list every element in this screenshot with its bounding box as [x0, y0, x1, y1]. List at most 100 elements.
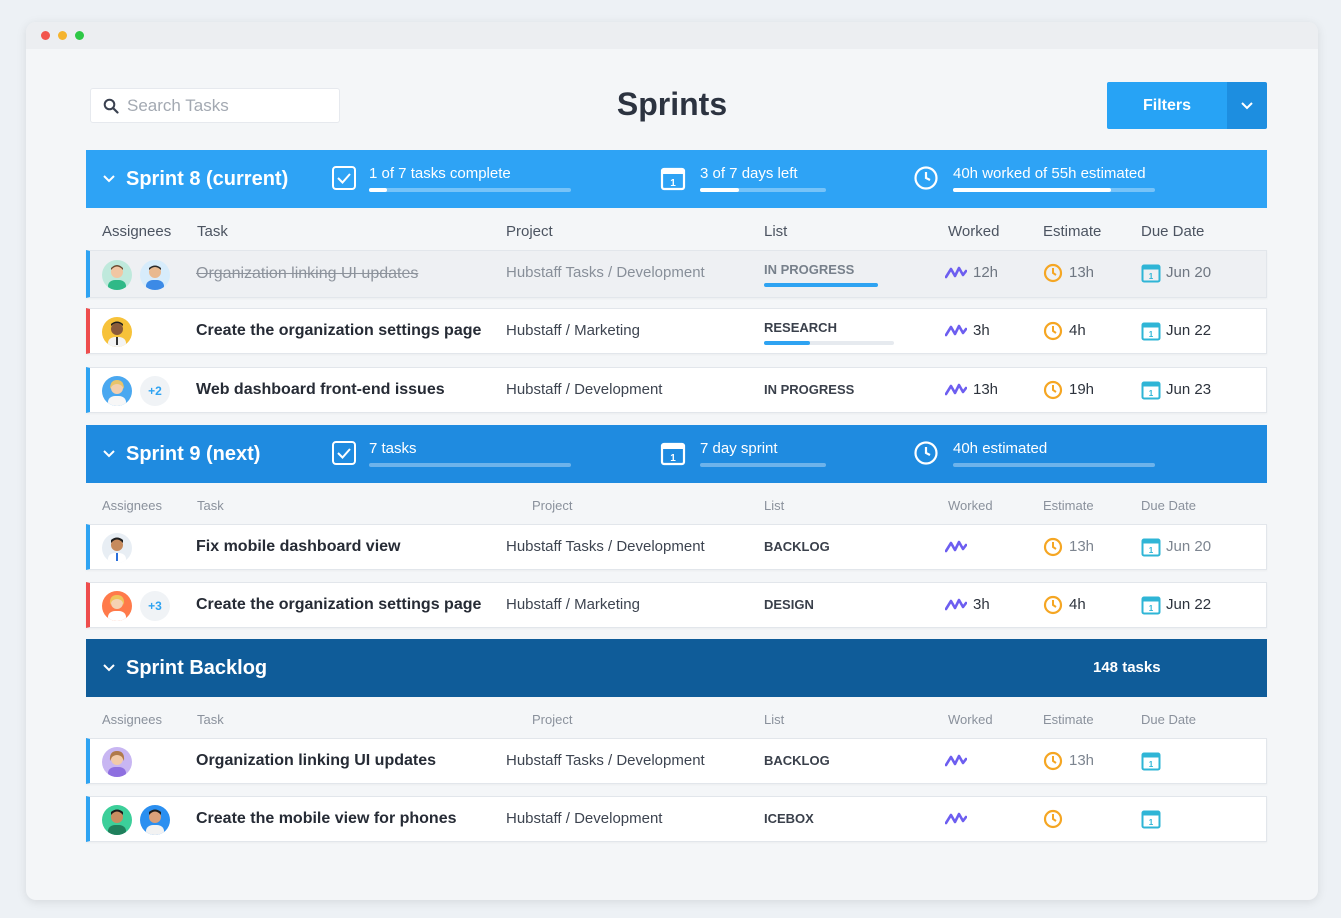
close-window-icon[interactable] — [41, 31, 50, 40]
task-list[interactable]: IN PROGRESS — [764, 382, 855, 397]
checkbox-icon — [332, 441, 356, 465]
task-list[interactable]: BACKLOG — [764, 539, 830, 554]
backlog-task-count: 148 tasks — [1093, 659, 1161, 676]
col-assignees: Assignees — [102, 712, 162, 727]
col-task[interactable]: Task — [197, 498, 224, 513]
sprint-tasks-progress — [369, 188, 571, 192]
task-name[interactable]: Organization linking UI updates — [196, 752, 437, 769]
checkbox-icon — [332, 166, 356, 190]
task-name[interactable]: Create the organization settings page — [196, 596, 482, 613]
col-estimate[interactable]: Estimate — [1043, 223, 1102, 240]
sprint-header-sprint-8[interactable]: Sprint 8 (current) 1 of 7 tasks complete… — [86, 150, 1267, 208]
minimize-window-icon[interactable] — [58, 31, 67, 40]
chevron-down-icon[interactable] — [102, 172, 116, 186]
search-input[interactable] — [127, 95, 327, 116]
task-list[interactable]: RESEARCH — [764, 320, 837, 335]
task-list[interactable]: ICEBOX — [764, 811, 814, 826]
task-estimate: 4h — [1069, 596, 1086, 613]
task-list[interactable]: IN PROGRESS — [764, 262, 855, 277]
task-due-date[interactable]: Jun 22 — [1166, 596, 1212, 613]
task-due-date[interactable]: Jun 22 — [1166, 322, 1212, 339]
task-name[interactable]: Organization linking UI updates — [196, 265, 419, 282]
col-estimate[interactable]: Estimate — [1043, 498, 1094, 513]
sprint-header-backlog[interactable]: Sprint Backlog 148 tasks — [86, 639, 1267, 697]
column-headers: Assignees Task Project List Worked Estim… — [86, 699, 1267, 739]
maximize-window-icon[interactable] — [75, 31, 84, 40]
avatar[interactable] — [140, 260, 170, 290]
col-due-date[interactable]: Due Date — [1141, 223, 1205, 240]
activity-icon — [945, 754, 967, 767]
page-title: Sprints — [616, 86, 728, 122]
task-due-date[interactable]: Jun 20 — [1166, 538, 1212, 555]
calendar-icon: 1 — [660, 167, 686, 191]
avatar[interactable] — [102, 376, 132, 406]
progress-fill — [700, 188, 740, 192]
search-icon — [103, 98, 119, 114]
table-row[interactable]: Organization linking UI updates Hubstaff… — [86, 250, 1267, 298]
task-list[interactable]: DESIGN — [764, 597, 814, 612]
col-due-date[interactable]: Due Date — [1141, 712, 1196, 727]
col-due-date[interactable]: Due Date — [1141, 498, 1196, 513]
col-worked[interactable]: Worked — [948, 712, 993, 727]
more-assignees-badge[interactable]: +2 — [140, 376, 170, 406]
col-project[interactable]: Project — [532, 498, 573, 513]
task-name[interactable]: Web dashboard front-end issues — [196, 381, 445, 398]
col-worked[interactable]: Worked — [948, 223, 1000, 240]
col-estimate[interactable]: Estimate — [1043, 712, 1094, 727]
task-due-date[interactable]: Jun 20 — [1166, 264, 1212, 281]
avatar[interactable] — [102, 317, 132, 347]
table-row[interactable]: +3 Create the organization settings page… — [86, 582, 1267, 628]
more-assignees-badge[interactable]: +3 — [140, 591, 170, 621]
clock-icon — [1043, 263, 1063, 283]
chevron-down-icon[interactable] — [102, 447, 116, 461]
clock-icon — [1043, 537, 1063, 557]
filters-button[interactable]: Filters — [1107, 82, 1227, 129]
table-row[interactable]: +2 Web dashboard front-end issues Hubsta… — [86, 367, 1267, 413]
filters-dropdown-button[interactable] — [1227, 82, 1267, 129]
activity-icon — [945, 383, 967, 396]
task-project: Hubstaff Tasks / Development — [506, 538, 705, 555]
clock-icon — [1043, 380, 1063, 400]
col-list[interactable]: List — [764, 223, 788, 240]
avatar[interactable] — [102, 805, 132, 835]
sprint-name: Sprint 9 (next) — [126, 443, 261, 465]
col-task[interactable]: Task — [197, 223, 228, 240]
task-list[interactable]: BACKLOG — [764, 753, 830, 768]
avatar[interactable] — [140, 805, 170, 835]
svg-text:1: 1 — [1149, 389, 1154, 398]
col-list[interactable]: List — [764, 498, 785, 513]
sprint-tasks-text: 7 tasks — [369, 440, 417, 457]
clock-icon — [1043, 751, 1063, 771]
avatar[interactable] — [102, 591, 132, 621]
clock-icon — [914, 166, 938, 190]
task-due-date[interactable]: Jun 23 — [1166, 381, 1212, 398]
table-row[interactable]: Create the organization settings page Hu… — [86, 308, 1267, 354]
col-worked[interactable]: Worked — [948, 498, 993, 513]
sprint-header-sprint-9[interactable]: Sprint 9 (next) 7 tasks 1 7 day sprint 4… — [86, 425, 1267, 483]
col-project[interactable]: Project — [532, 712, 573, 727]
progress-fill — [764, 283, 878, 287]
col-task[interactable]: Task — [197, 712, 224, 727]
avatar[interactable] — [102, 260, 132, 290]
task-project: Hubstaff / Marketing — [506, 322, 640, 339]
svg-text:1: 1 — [1149, 330, 1154, 339]
table-row[interactable]: Create the mobile view for phones Hubsta… — [86, 796, 1267, 842]
col-list[interactable]: List — [764, 712, 785, 727]
svg-text:1: 1 — [1149, 546, 1154, 555]
table-row[interactable]: Fix mobile dashboard view Hubstaff Tasks… — [86, 524, 1267, 570]
sprint-hours-text: 40h worked of 55h estimated — [953, 165, 1146, 182]
table-row[interactable]: Organization linking UI updates Hubstaff… — [86, 738, 1267, 784]
calendar-icon: 1 — [1141, 752, 1161, 771]
task-project: Hubstaff / Development — [506, 381, 663, 398]
task-name[interactable]: Create the organization settings page — [196, 322, 482, 339]
sprint-tasks-text: 1 of 7 tasks complete — [369, 165, 511, 182]
avatar[interactable] — [102, 747, 132, 777]
col-project[interactable]: Project — [506, 223, 553, 240]
avatar[interactable] — [102, 533, 132, 563]
chevron-down-icon[interactable] — [102, 661, 116, 675]
task-name[interactable]: Create the mobile view for phones — [196, 810, 457, 827]
task-worked: 13h — [973, 381, 999, 398]
search-box[interactable] — [90, 88, 340, 123]
task-name[interactable]: Fix mobile dashboard view — [196, 538, 401, 555]
calendar-icon: 1 — [1141, 538, 1161, 557]
